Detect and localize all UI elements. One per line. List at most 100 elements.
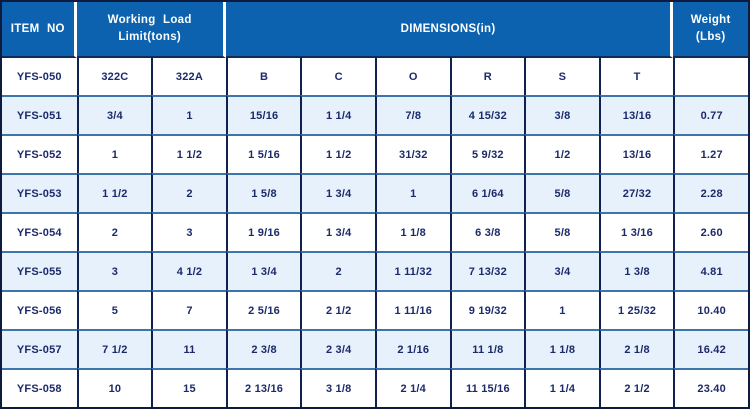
weight-cell: 2.60 — [673, 212, 748, 251]
value-cell: 7 — [151, 290, 226, 329]
value-cell: 1 9/16 — [225, 212, 301, 251]
value-cell: 2 3/8 — [225, 329, 301, 368]
value-cell: 3 1/8 — [300, 368, 375, 407]
col-header-item-no: ITEM NO — [2, 2, 77, 58]
value-cell: 1 3/4 — [300, 212, 375, 251]
value-cell: 31/32 — [374, 134, 450, 173]
subheader-cell: 322A — [151, 58, 226, 95]
header-row: ITEM NO Working Load Limit(tons) DIMENSI… — [2, 2, 748, 58]
value-cell: 5/8 — [524, 173, 599, 212]
col-header-dimensions: DIMENSIONS(in) — [225, 2, 674, 58]
value-cell: 1 1/2 — [151, 134, 226, 173]
item-cell: YFS-054 — [2, 212, 77, 251]
value-cell: 11 — [151, 329, 226, 368]
value-cell: 2 1/2 — [300, 290, 375, 329]
value-cell: 5 — [76, 290, 152, 329]
value-cell: 11 15/16 — [449, 368, 525, 407]
weight-cell: 2.28 — [673, 173, 748, 212]
value-cell: 15/16 — [225, 95, 301, 134]
weight-cell: 0.77 — [673, 95, 748, 134]
value-cell: 5/8 — [524, 212, 599, 251]
value-cell: 1 5/8 — [225, 173, 301, 212]
item-cell: YFS-055 — [2, 251, 77, 290]
value-cell: 1 1/4 — [300, 95, 375, 134]
subheader-cell: T — [598, 58, 674, 95]
weight-cell: 10.40 — [673, 290, 748, 329]
item-cell: YFS-058 — [2, 368, 77, 407]
table-row: YFS-051 3/4 1 15/16 1 1/4 7/8 4 15/32 3/… — [2, 95, 748, 134]
value-cell: 1 3/16 — [598, 212, 674, 251]
subheader-row: YFS-050 322C 322A B C O R S T — [2, 58, 748, 95]
item-cell: YFS-052 — [2, 134, 77, 173]
value-cell: 1 — [524, 290, 599, 329]
table-row: YFS-057 7 1/2 11 2 3/8 2 3/4 2 1/16 11 1… — [2, 329, 748, 368]
value-cell: 13/16 — [598, 95, 674, 134]
value-cell: 3 — [151, 212, 226, 251]
value-cell: 1 — [151, 95, 226, 134]
value-cell: 4 1/2 — [151, 251, 226, 290]
table-row: YFS-055 3 4 1/2 1 3/4 2 1 11/32 7 13/32 … — [2, 251, 748, 290]
value-cell: 1 3/8 — [598, 251, 674, 290]
value-cell: 6 1/64 — [449, 173, 525, 212]
value-cell: 11 1/8 — [449, 329, 525, 368]
weight-cell: 1.27 — [673, 134, 748, 173]
item-cell: YFS-056 — [2, 290, 77, 329]
value-cell: 1 1/2 — [76, 173, 152, 212]
subheader-cell: B — [225, 58, 301, 95]
value-cell: 2 1/16 — [374, 329, 450, 368]
value-cell: 27/32 — [598, 173, 674, 212]
subheader-cell: S — [524, 58, 599, 95]
value-cell: 1 — [76, 134, 152, 173]
value-cell: 15 — [151, 368, 226, 407]
value-cell: 10 — [76, 368, 152, 407]
subheader-cell-empty — [673, 58, 748, 95]
value-cell: 2 1/2 — [598, 368, 674, 407]
item-no-label: ITEM NO — [10, 22, 65, 35]
value-cell: 1 1/8 — [524, 329, 599, 368]
value-cell: 1/2 — [524, 134, 599, 173]
subheader-cell: 322C — [76, 58, 152, 95]
value-cell: 7 13/32 — [449, 251, 525, 290]
value-cell: 2 5/16 — [225, 290, 301, 329]
value-cell: 2 — [151, 173, 226, 212]
subheader-cell: C — [300, 58, 375, 95]
value-cell: 9 19/32 — [449, 290, 525, 329]
value-cell: 7 1/2 — [76, 329, 152, 368]
value-cell: 4 15/32 — [449, 95, 525, 134]
col-header-working-load: Working Load Limit(tons) — [76, 2, 226, 58]
value-cell: 3 — [76, 251, 152, 290]
value-cell: 13/16 — [598, 134, 674, 173]
value-cell: 1 11/16 — [374, 290, 450, 329]
subheader-cell: O — [374, 58, 450, 95]
dimensions-label: DIMENSIONS(in) — [400, 22, 496, 35]
value-cell: 2 1/8 — [598, 329, 674, 368]
value-cell: 1 — [374, 173, 450, 212]
item-cell: YFS-050 — [2, 58, 77, 95]
table-row: YFS-052 1 1 1/2 1 5/16 1 1/2 31/32 5 9/3… — [2, 134, 748, 173]
value-cell: 2 3/4 — [300, 329, 375, 368]
col-header-weight: Weight (Lbs) — [673, 2, 748, 58]
item-cell: YFS-051 — [2, 95, 77, 134]
value-cell: 2 — [300, 251, 375, 290]
value-cell: 2 1/4 — [374, 368, 450, 407]
value-cell: 7/8 — [374, 95, 450, 134]
value-cell: 1 5/16 — [225, 134, 301, 173]
value-cell: 3/4 — [524, 251, 599, 290]
value-cell: 1 1/4 — [524, 368, 599, 407]
weight-cell: 4.81 — [673, 251, 748, 290]
value-cell: 1 3/4 — [300, 173, 375, 212]
item-cell: YFS-057 — [2, 329, 77, 368]
weight-cell: 16.42 — [673, 329, 748, 368]
value-cell: 1 25/32 — [598, 290, 674, 329]
table-row: YFS-058 10 15 2 13/16 3 1/8 2 1/4 11 15/… — [2, 368, 748, 407]
value-cell: 2 — [76, 212, 152, 251]
item-cell: YFS-053 — [2, 173, 77, 212]
subheader-cell: R — [449, 58, 525, 95]
value-cell: 2 13/16 — [225, 368, 301, 407]
value-cell: 3/8 — [524, 95, 599, 134]
value-cell: 3/4 — [76, 95, 152, 134]
table-row: YFS-054 2 3 1 9/16 1 3/4 1 1/8 6 3/8 5/8… — [2, 212, 748, 251]
value-cell: 1 1/8 — [374, 212, 450, 251]
